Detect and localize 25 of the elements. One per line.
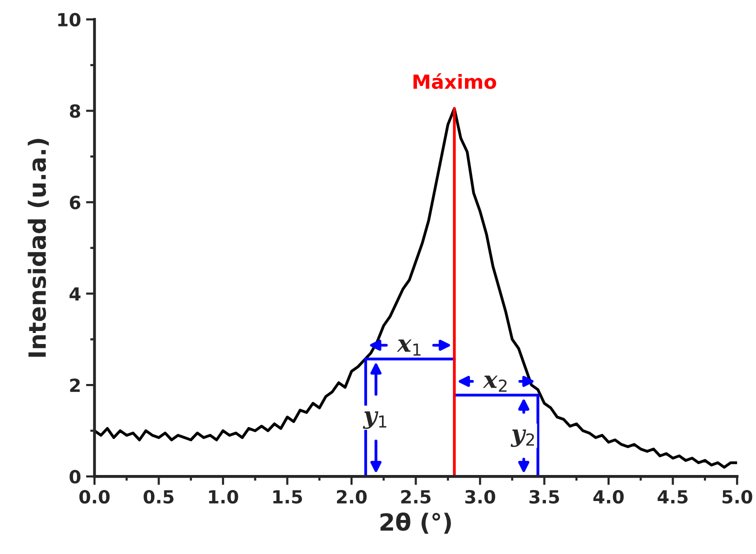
y-tick-label: 0	[70, 470, 80, 484]
x-tick-label: 3.0	[465, 490, 496, 504]
annotation: Máximo	[413, 73, 496, 90]
y-tick-label: 6	[70, 196, 80, 210]
x-tick-label: 4.0	[593, 490, 624, 504]
x-tick-label: 2.0	[336, 490, 367, 504]
y-tick-label: 10	[58, 12, 80, 27]
y-tick-label: 8	[70, 104, 80, 118]
x-axis-title: 2θ (°)	[380, 512, 451, 534]
x-tick-label: 2.5	[401, 490, 431, 504]
y-axis-title: Intensidad (u.a.)	[28, 138, 49, 357]
x-tick-label: 1.5	[273, 490, 302, 504]
y-tick-label: 4	[70, 287, 80, 300]
line-series	[94, 107, 738, 469]
x-tick-label: 1.0	[209, 490, 238, 504]
x-tick-label: 5.0	[722, 490, 752, 504]
x-tick-label: 3.5	[530, 490, 560, 504]
x-tick-label: 0.0	[79, 490, 110, 504]
annotation: y$_{2}$	[510, 429, 534, 447]
annotation: x$_{1}$	[396, 340, 421, 356]
annotation: x$_{2}$	[482, 376, 507, 392]
x-tick-label: 0.5	[144, 490, 174, 504]
y-tick-label: 2	[70, 378, 80, 392]
annotation: y$_{1}$	[362, 411, 386, 429]
x-tick-label: 4.5	[658, 490, 688, 504]
